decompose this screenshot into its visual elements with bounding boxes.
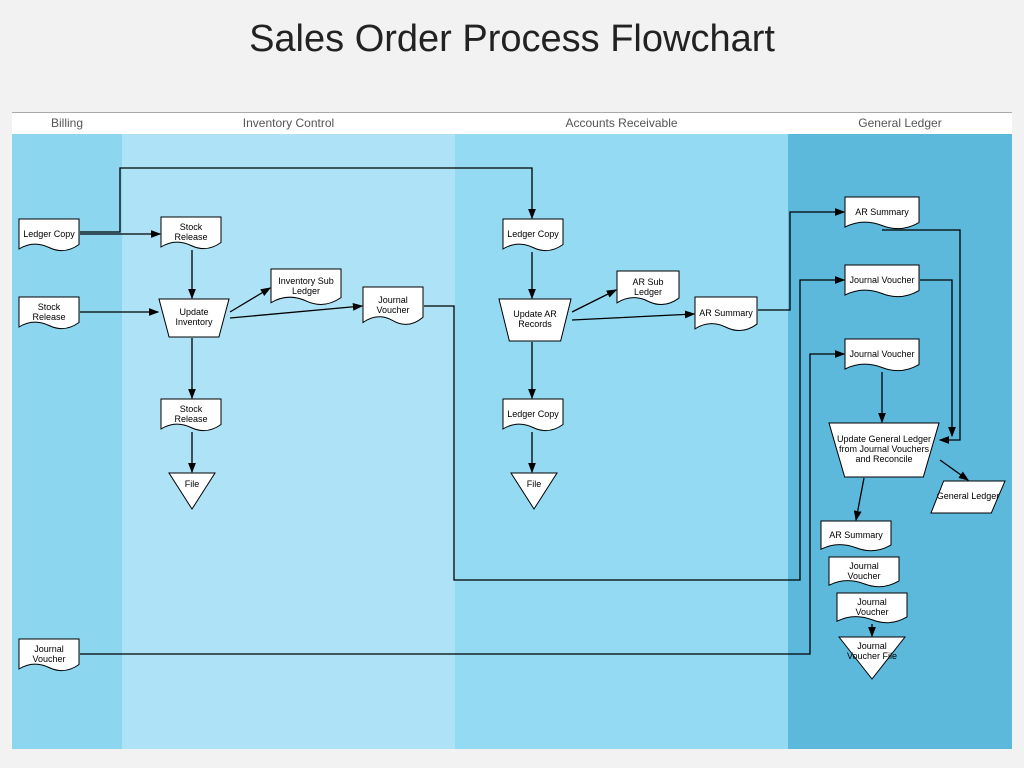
node-gl_jv1: Journal Voucher (844, 264, 920, 298)
node-gl_gen_ledger: General Ledger (930, 480, 1006, 514)
node-gl_jv4: Journal Voucher (836, 592, 908, 624)
node-ar_sub: AR Sub Ledger (616, 270, 680, 306)
lane-header-gl: General Ledger (788, 113, 1012, 135)
node-i_stock_rel2: Stock Release (160, 398, 222, 432)
lane-header-ar: Accounts Receivable (455, 113, 788, 135)
node-gl_update: Update General Ledger from Journal Vouch… (828, 422, 940, 478)
node-gl_jv3: Journal Voucher (828, 556, 900, 588)
node-i_file: File (168, 472, 216, 510)
node-gl_ar_sum: AR Summary (844, 196, 920, 230)
node-i_stock_rel1: Stock Release (160, 216, 222, 250)
node-gl_jv2: Journal Voucher (844, 338, 920, 372)
node-b_journal_v: Journal Voucher (18, 638, 80, 672)
node-gl_ar_sum2: AR Summary (820, 520, 892, 552)
node-gl_jv_file: Journal Voucher File (838, 636, 906, 680)
node-i_update_inv: Update Inventory (158, 298, 230, 338)
node-b_ledger_copy: Ledger Copy (18, 218, 80, 252)
node-i_journal_v: Journal Voucher (362, 286, 424, 326)
node-i_inv_sub: Inventory Sub Ledger (270, 268, 342, 306)
lane-header-billing: Billing (12, 113, 122, 135)
node-ar_update: Update AR Records (498, 298, 572, 342)
lane-header-inventory: Inventory Control (122, 113, 455, 135)
lane-header-row: BillingInventory ControlAccounts Receiva… (12, 112, 1012, 136)
node-ar_ledger_copy2: Ledger Copy (502, 398, 564, 432)
page-title: Sales Order Process Flowchart (0, 0, 1024, 75)
node-ar_ledger_copy: Ledger Copy (502, 218, 564, 252)
node-b_stock_rel: Stock Release (18, 296, 80, 330)
node-ar_summary: AR Summary (694, 296, 758, 332)
page: Sales Order Process Flowchart BillingInv… (0, 0, 1024, 768)
node-ar_file: File (510, 472, 558, 510)
